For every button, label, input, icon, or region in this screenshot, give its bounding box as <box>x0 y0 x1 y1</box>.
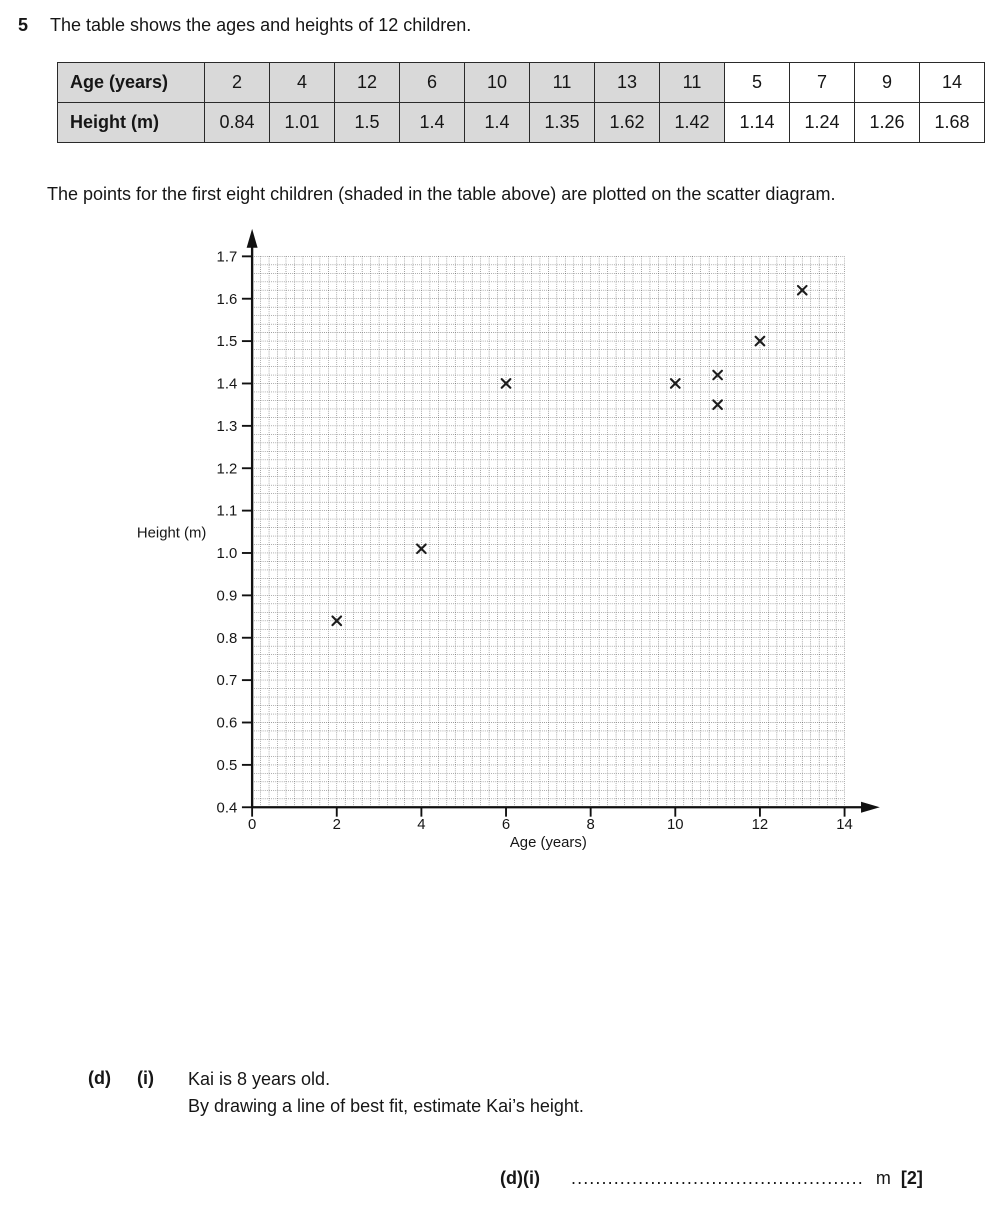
table-row: Age (years) 2 4 12 6 10 11 13 11 5 7 9 14 <box>57 62 985 103</box>
svg-text:1.7: 1.7 <box>217 249 238 265</box>
y-axis-title: Height (m) <box>137 526 206 542</box>
scatter-point <box>500 378 512 389</box>
table-cell: 1.4 <box>399 102 465 143</box>
scatter-point <box>331 615 343 627</box>
svg-text:0.7: 0.7 <box>217 673 238 689</box>
y-axis-arrow-icon <box>246 228 258 248</box>
svg-text:0.5: 0.5 <box>217 758 238 774</box>
table-cell: 1.62 <box>594 102 660 143</box>
svg-text:6: 6 <box>502 817 510 833</box>
table-cell: 5 <box>724 62 790 103</box>
table-cell: 4 <box>269 62 335 103</box>
part-d-line2: By drawing a line of best fit, estimate … <box>188 1096 584 1116</box>
ages-heights-table-body: Age (years) 2 4 12 6 10 11 13 11 5 7 9 14 Height (m) 0… <box>57 62 985 143</box>
svg-text:1.1: 1.1 <box>217 504 238 520</box>
table-cell: 1.68 <box>919 102 985 143</box>
table-cell: 12 <box>334 62 400 103</box>
scatter-point <box>712 369 723 381</box>
svg-text:4: 4 <box>417 817 425 833</box>
svg-text:1.4: 1.4 <box>217 377 238 393</box>
answer-unit: m <box>875 1168 891 1188</box>
answer-part-label: (d)(i) <box>500 1168 540 1188</box>
svg-text:10: 10 <box>667 817 684 833</box>
answer-marks: [2] <box>900 1168 923 1188</box>
x-axis-arrow-icon <box>861 801 880 813</box>
scatter-point <box>669 378 681 389</box>
table-cell: 1.5 <box>334 102 400 143</box>
grid <box>251 256 845 808</box>
table-cell: 1.42 <box>659 102 725 143</box>
svg-text:2: 2 <box>333 817 341 833</box>
svg-text:0.4: 0.4 <box>217 800 238 816</box>
table-cell: 7 <box>789 62 855 103</box>
table-cell: 11 <box>659 62 725 103</box>
table-cell: 9 <box>854 62 920 103</box>
svg-text:0.9: 0.9 <box>217 588 238 604</box>
table-cell: 13 <box>594 62 660 103</box>
table-cell: 2 <box>204 62 270 103</box>
table-cell: 10 <box>464 62 530 103</box>
svg-text:12: 12 <box>752 817 769 833</box>
table-cell: 1.35 <box>529 102 595 143</box>
part-d-line1: Kai is 8 years old. <box>188 1069 331 1089</box>
table-cell: 0.84 <box>204 102 270 143</box>
ages-heights-table: Age (years) 2 4 12 6 10 11 13 11 5 7 9 14 Height (m) 0… <box>57 62 985 143</box>
table-cell: 6 <box>399 62 465 103</box>
svg-text:0.8: 0.8 <box>217 631 238 647</box>
svg-text:1.3: 1.3 <box>217 419 238 435</box>
answer-row: (d)(i) .................................… <box>500 1168 923 1189</box>
table-row-header: Height (m) <box>57 102 205 143</box>
svg-text:1.2: 1.2 <box>217 461 238 477</box>
answer-dotted-line[interactable]: ........................................… <box>571 1168 864 1188</box>
scatter-point <box>754 335 766 347</box>
svg-text:8: 8 <box>587 817 595 833</box>
axes <box>250 244 863 809</box>
scatter-diagram: 0.4 0.5 0.6 0.7 0.8 0.9 1.0 1.1 1.2 1.3 1.4 1.5 1.6 1… <box>137 228 880 851</box>
table-cell: 1.14 <box>724 102 790 143</box>
svg-text:14: 14 <box>836 817 853 833</box>
table-cell: 1.4 <box>464 102 530 143</box>
scatter-point <box>796 284 808 296</box>
x-tick-labels: 0 2 4 6 8 10 12 14 <box>248 817 853 833</box>
svg-text:1.6: 1.6 <box>217 292 238 308</box>
table-cell: 1.24 <box>789 102 855 143</box>
x-ticks <box>251 807 846 817</box>
table-row-header: Age (years) <box>57 62 205 103</box>
scatter-points <box>331 284 808 627</box>
part-d-label: (d) <box>88 1068 111 1088</box>
svg-text:1.5: 1.5 <box>217 334 238 350</box>
question-number: 5 <box>18 15 29 35</box>
plot-note-text: The points for the first eight children … <box>47 184 836 204</box>
svg-text:0.6: 0.6 <box>217 716 238 732</box>
x-axis-title: Age (years) <box>510 835 587 851</box>
scatter-point <box>416 543 427 555</box>
table-cell: 11 <box>529 62 595 103</box>
y-ticks <box>241 255 253 809</box>
table-cell: 14 <box>919 62 985 103</box>
part-d-question: Kai is 8 years old. By drawing a line of… <box>188 1066 584 1120</box>
svg-text:0: 0 <box>248 817 256 833</box>
table-row: Height (m) 0.84 1.01 1.5 1.4 1.4 1.35 1.62 1.42 1… <box>57 102 985 143</box>
part-d-i-label: (i) <box>137 1068 154 1088</box>
table-cell: 1.26 <box>854 102 920 143</box>
table-cell: 1.01 <box>269 102 335 143</box>
y-tick-labels: 0.4 0.5 0.6 0.7 0.8 0.9 1.0 1.1 1.2 1.3 1.4 1.5 1.6 1… <box>217 249 238 816</box>
svg-text:1.0: 1.0 <box>217 546 238 562</box>
scatter-point <box>712 399 723 411</box>
question-intro-text: The table shows the ages and heights of … <box>50 15 472 35</box>
